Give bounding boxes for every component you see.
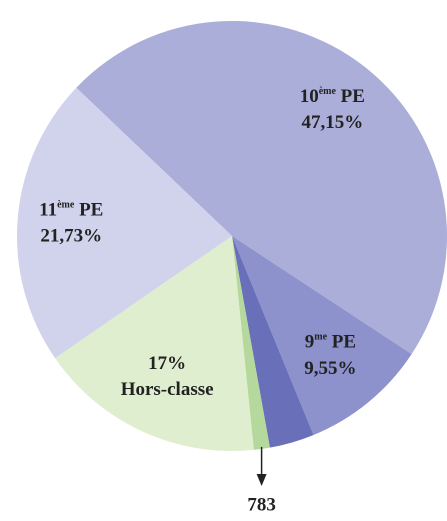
name-number: 11 [39,200,57,221]
slice-name: 9me PE [305,332,356,353]
value-label: 47,15% [301,112,363,133]
name-superscript: ème [319,86,337,97]
pie-slice [232,236,270,450]
name-rest: PE [74,200,103,221]
value-label: 9,55% [304,358,356,379]
pie-slice [76,21,447,355]
name-superscript: me [314,332,327,343]
arrow-head [256,474,267,486]
slice-name: Hors-classe [121,379,214,400]
annotation-label: 783 [247,494,276,515]
slice-name: 11ème PE [39,200,103,221]
value-label: 17% [148,353,186,374]
name-rest: PE [327,332,356,353]
pie-slice [55,236,254,451]
name-superscript: ème [57,200,75,211]
name-number: 10 [300,86,319,107]
pie-slice [232,236,412,435]
pie-slice [232,236,314,448]
slice-name: 10ème PE [300,86,365,107]
name-rest: PE [336,86,365,107]
pie-slice [17,87,232,359]
name-number: 9 [305,332,315,353]
value-label: 21,73% [40,226,102,247]
